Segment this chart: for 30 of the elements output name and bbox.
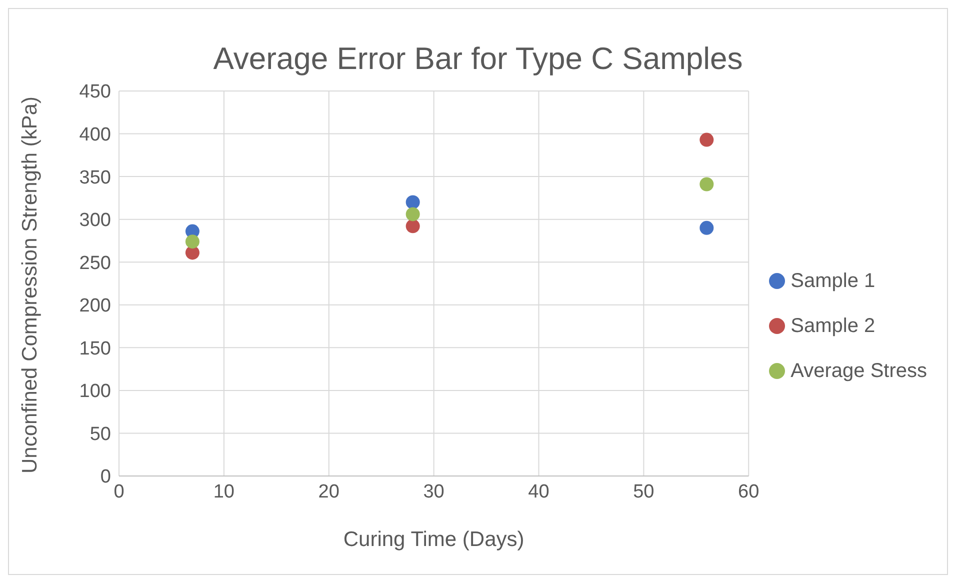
chart-title: Average Error Bar for Type C Samples xyxy=(212,41,744,78)
y-tick-label: 200 xyxy=(79,296,111,317)
legend-label: Sample 1 xyxy=(790,270,876,292)
y-tick-label: 400 xyxy=(79,124,111,146)
point xyxy=(406,207,420,222)
x-axis-title: Curing Time (Days) xyxy=(343,528,524,551)
x-tick-label: 60 xyxy=(738,481,760,502)
x-tick-label: 0 xyxy=(114,481,124,502)
legend-label: Sample 2 xyxy=(790,314,876,338)
x-tick-label: 30 xyxy=(423,481,444,502)
x-tick-label: 10 xyxy=(213,481,235,502)
point xyxy=(700,132,714,147)
y-tick-label: 0 xyxy=(100,466,111,488)
y-tick-label: 50 xyxy=(90,424,111,445)
x-tick-label: 50 xyxy=(633,481,654,502)
point xyxy=(406,195,420,210)
point xyxy=(700,177,714,192)
y-tick-label: 300 xyxy=(79,210,111,232)
y-axis-title: Unconfined Compression Strength (kPa) xyxy=(18,96,42,474)
x-tick-label: 20 xyxy=(318,481,340,502)
y-tick-label: 450 xyxy=(79,82,111,103)
legend-label: Average Stress xyxy=(790,360,927,382)
y-tick-label: 150 xyxy=(79,338,111,360)
point xyxy=(406,219,420,234)
y-tick-label: 100 xyxy=(79,381,111,402)
x-tick-label: 40 xyxy=(528,481,550,502)
y-tick-label: 250 xyxy=(79,252,111,274)
point xyxy=(185,234,200,249)
point xyxy=(700,220,714,235)
y-tick-label: 350 xyxy=(79,167,111,188)
